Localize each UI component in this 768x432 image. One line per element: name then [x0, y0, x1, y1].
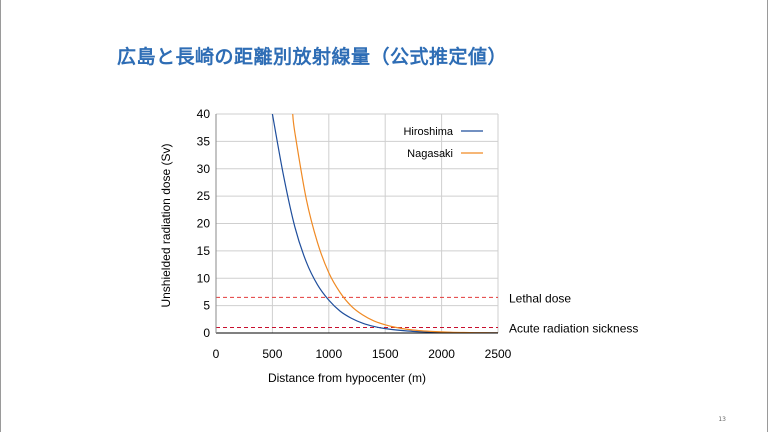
y-tick-label: 35 [197, 134, 211, 148]
y-tick-label: 40 [197, 107, 211, 121]
x-tick-label: 1500 [372, 347, 399, 361]
slide-title: 広島と長崎の距離別放射線量（公式推定値） [117, 46, 508, 68]
page-number: 13 [718, 416, 726, 423]
legend-label-nagasaki: Nagasaki [407, 148, 453, 160]
legend: Hiroshima Nagasaki [403, 126, 483, 160]
reference-line-label: Acute radiation sickness [509, 322, 638, 336]
series-line-nagasaki [292, 114, 498, 333]
x-tick-label: 2000 [428, 347, 455, 361]
reference-line-label: Lethal dose [509, 291, 571, 305]
reference-lines: Lethal dose Acute radiation sickness [216, 291, 638, 336]
y-tick-label: 15 [197, 244, 211, 258]
x-tick-label: 0 [213, 347, 220, 361]
y-axis-title: Unshielded radiation dose (Sv) [159, 143, 173, 307]
x-tick-label: 2500 [485, 347, 512, 361]
x-axis-title: Distance from hypocenter (m) [268, 371, 426, 385]
legend-label-hiroshima: Hiroshima [403, 126, 453, 138]
grid-layer [216, 113, 499, 333]
x-tick-label: 1000 [315, 347, 342, 361]
axis-layer: 0 5 10 15 20 25 30 35 40 0 500 1000 1500 2000 2500 Dist… [159, 107, 512, 385]
y-tick-label: 10 [197, 271, 211, 285]
y-tick-label: 20 [197, 217, 211, 231]
y-tick-label: 5 [203, 299, 210, 313]
y-tick-label: 30 [197, 162, 211, 176]
y-tick-label: 0 [203, 326, 210, 340]
x-tick-label: 500 [262, 347, 282, 361]
y-tick-label: 25 [197, 189, 211, 203]
